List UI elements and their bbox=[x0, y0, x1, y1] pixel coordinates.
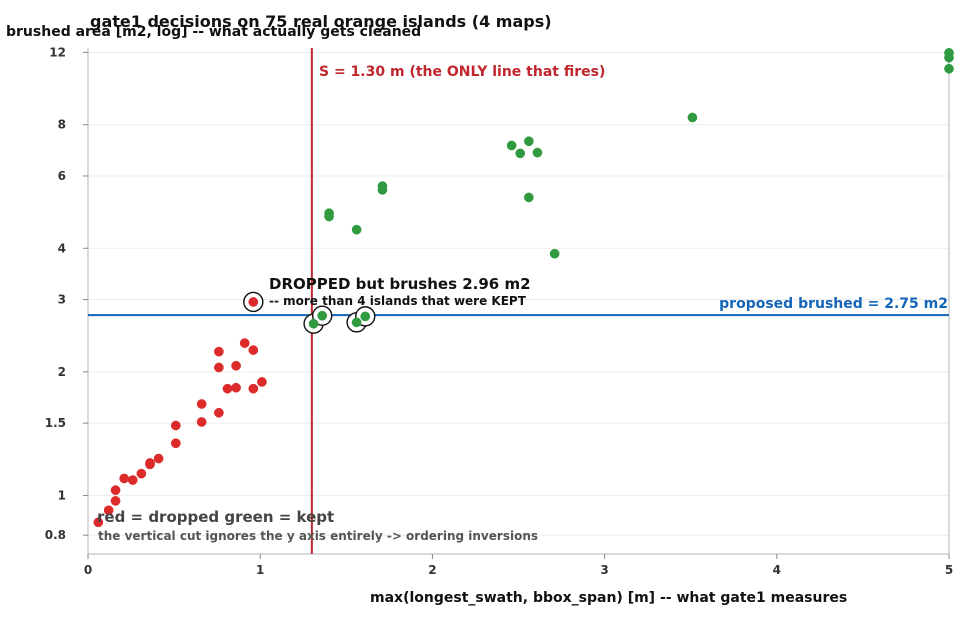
kept-point bbox=[351, 317, 362, 328]
dropped-point bbox=[119, 473, 130, 484]
legend-subtext: the vertical cut ignores the y axis enti… bbox=[98, 529, 538, 543]
x-tick-label: 4 bbox=[773, 563, 781, 577]
dropped-annotation-title: DROPPED but brushes 2.96 m2 bbox=[269, 275, 531, 293]
y-tick-label: 8 bbox=[58, 118, 66, 132]
dropped-point bbox=[239, 338, 250, 348]
kept-point bbox=[324, 208, 334, 219]
y-tick-label: 3 bbox=[58, 293, 66, 307]
kept-point bbox=[687, 112, 698, 123]
dropped-point bbox=[231, 382, 241, 393]
y-tick-label: 12 bbox=[49, 45, 66, 59]
reference-lines bbox=[88, 48, 949, 554]
y-tick-label: 0.8 bbox=[45, 528, 66, 542]
dropped-point bbox=[170, 420, 181, 431]
x-tick-label: 3 bbox=[600, 563, 608, 577]
legend-text: red = dropped green = kept bbox=[97, 508, 334, 526]
grid bbox=[88, 51, 949, 536]
dropped-point bbox=[222, 383, 233, 394]
y-tick-label: 6 bbox=[58, 169, 66, 183]
dropped-point bbox=[110, 485, 121, 496]
y-tick-label: 4 bbox=[58, 241, 66, 255]
kept-point bbox=[523, 192, 534, 203]
dropped-point bbox=[110, 496, 121, 506]
dropped-point bbox=[145, 458, 155, 468]
x-tick-label: 2 bbox=[428, 563, 436, 577]
x-tick-label: 0 bbox=[84, 563, 92, 577]
kept-point bbox=[523, 136, 534, 147]
kept-point bbox=[549, 248, 560, 259]
dropped-point bbox=[248, 383, 259, 394]
y-tick-label: 1 bbox=[58, 488, 66, 502]
dropped-point bbox=[196, 399, 207, 409]
x-axis-title: max(longest_swath, bbox_span) [m] -- wha… bbox=[370, 590, 847, 606]
chart-title: gate1 decisions on 75 real orange island… bbox=[90, 12, 552, 31]
kept-point bbox=[944, 63, 954, 74]
y-tick-label: 1.5 bbox=[45, 416, 66, 430]
dropped-point bbox=[103, 505, 114, 516]
axes bbox=[87, 48, 950, 555]
kept-point bbox=[515, 148, 526, 159]
kept-point bbox=[944, 47, 954, 58]
x-tick-label: 5 bbox=[945, 563, 953, 577]
dropped-annotation-subtitle: -- more than 4 islands that were KEPT bbox=[269, 294, 527, 308]
kept-point bbox=[351, 224, 362, 235]
dropped-point bbox=[257, 377, 267, 387]
threshold-line-label: S = 1.30 m (the ONLY line that fires) bbox=[319, 64, 605, 80]
kept-point bbox=[317, 310, 328, 321]
y-tick-label: 2 bbox=[58, 365, 66, 379]
kept-point bbox=[532, 147, 543, 158]
dropped-point bbox=[248, 345, 259, 355]
dropped-point bbox=[196, 417, 207, 427]
kept-point bbox=[506, 140, 517, 151]
kept-point bbox=[308, 318, 319, 329]
kept-point bbox=[360, 311, 371, 322]
dropped-point bbox=[248, 297, 259, 307]
dropped-point bbox=[214, 346, 224, 357]
x-tick-label: 1 bbox=[256, 563, 264, 577]
y-axis-title: brushed area [m2, log] -- what actually … bbox=[6, 24, 421, 40]
dropped-point bbox=[214, 362, 224, 373]
dropped-point bbox=[93, 517, 104, 528]
proposed-line-label: proposed brushed = 2.75 m2 bbox=[719, 296, 948, 312]
dropped-point bbox=[170, 438, 181, 449]
dropped-point bbox=[127, 475, 138, 485]
dropped-point bbox=[231, 360, 241, 371]
dropped-point bbox=[214, 407, 224, 418]
kept-point bbox=[377, 181, 388, 191]
dropped-point bbox=[136, 468, 147, 479]
dropped-point bbox=[153, 453, 164, 464]
data-points bbox=[93, 47, 954, 528]
